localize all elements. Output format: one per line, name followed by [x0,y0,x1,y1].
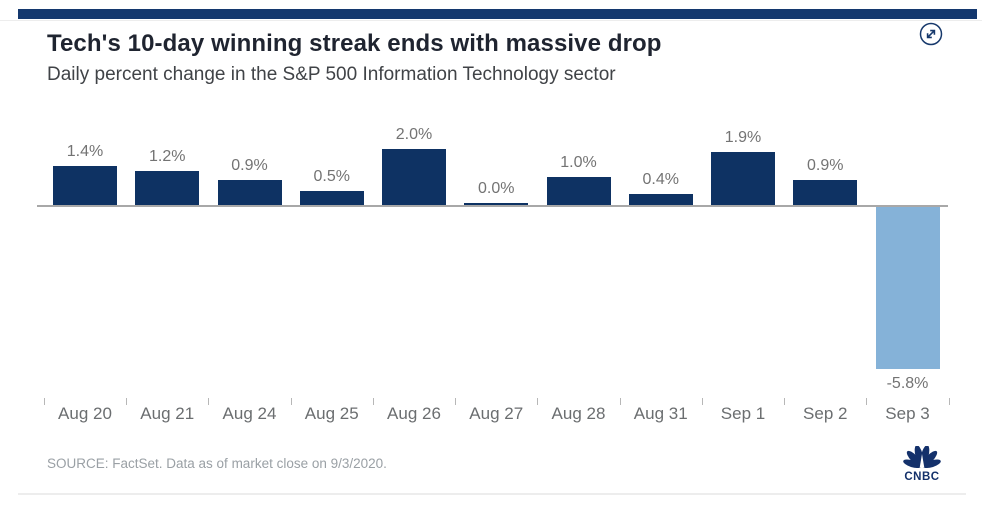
x-axis-tick [784,398,786,405]
page-subtitle: Daily percent change in the S&P 500 Info… [47,64,616,85]
bar-value-label: 1.2% [149,148,186,166]
bar-aug-28[interactable] [546,177,611,205]
bar-aug-24[interactable] [217,179,282,205]
bar-sep-3[interactable] [875,207,940,370]
x-axis-label: Aug 28 [551,404,606,423]
bar-value-label: 0.9% [231,156,268,174]
x-axis-label: Aug 20 [58,404,112,423]
x-axis-tick [290,398,292,405]
x-axis-label: Aug 21 [140,404,195,423]
bar-value-label: 0.0% [478,180,515,197]
x-axis-tick [948,398,950,405]
bar-value-label: -5.8% [886,375,929,393]
bar-sep-2[interactable] [793,179,858,205]
x-axis-tick [208,398,210,405]
x-axis-label: Sep 3 [885,404,930,423]
x-axis-label: Aug 24 [222,404,277,423]
bar-value-label: 0.9% [807,156,844,174]
bar-value-label: 2.0% [395,126,433,143]
x-axis-label: Aug 27 [469,404,524,423]
x-axis-label: Aug 31 [633,404,688,423]
source-note: SOURCE: FactSet. Data as of market close… [47,456,387,471]
bar-aug-25[interactable] [299,191,364,205]
expand-icon [919,22,943,49]
bar-sep-1[interactable] [711,151,775,205]
x-axis-tick [866,398,868,405]
x-axis-tick [455,398,457,405]
bar-aug-27[interactable] [464,203,529,205]
x-axis-label: Aug 25 [304,404,359,423]
bar-value-label: 1.0% [560,154,597,171]
bar-value-label: 0.5% [313,168,350,185]
x-axis-line [37,205,948,207]
expand-chart-button[interactable] [919,22,943,46]
divider [0,20,982,21]
x-axis-tick [537,398,539,405]
bar-aug-26[interactable] [382,149,446,205]
x-axis-label: Sep 1 [720,404,766,423]
cnbc-logo: CNBC [899,445,945,483]
x-axis-tick [372,398,374,405]
bar-aug-21[interactable] [135,171,200,205]
divider [18,493,966,495]
x-axis-tick [619,398,621,405]
x-axis-label: Aug 26 [387,404,441,423]
top-accent-strip [18,9,977,19]
x-axis-tick [126,398,128,405]
x-axis-tick [43,398,45,405]
cnbc-wordmark: CNBC [904,471,939,483]
x-axis-label: Sep 2 [803,404,848,423]
bar-aug-20[interactable] [53,165,117,205]
x-axis-tick [701,398,703,405]
page-title: Tech's 10-day winning streak ends with m… [47,30,662,57]
bar-value-label: 0.4% [642,170,679,188]
bar-aug-31[interactable] [628,193,693,205]
bar-value-label: 1.9% [724,128,762,146]
bar-value-label: 1.4% [66,142,104,160]
